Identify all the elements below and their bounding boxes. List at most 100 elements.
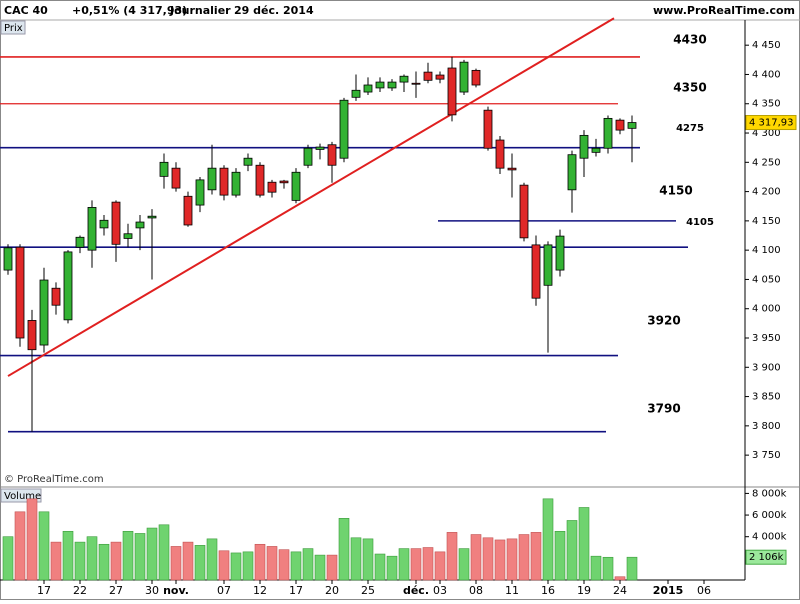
x-tick-label: 19 [577, 584, 591, 597]
candle-body [423, 71, 433, 81]
x-tick-label: 16 [541, 584, 555, 597]
y-tick-label: 4 350 [752, 99, 781, 110]
volume-bar [518, 534, 530, 581]
y-tick-label: 6 000k [752, 510, 787, 521]
candle-body [387, 81, 397, 89]
volume-bar [326, 554, 338, 581]
level-label: 3920 [647, 314, 680, 328]
level-label: 4275 [676, 123, 704, 134]
candle-body [159, 161, 169, 177]
x-tick-label: 03 [433, 584, 447, 597]
candle-body [87, 207, 97, 251]
volume-bar [158, 524, 170, 581]
volume-bar [482, 537, 494, 581]
volume-bar [314, 554, 326, 581]
volume-bar [458, 548, 470, 581]
volume-bar [278, 549, 290, 581]
volume-bar [614, 576, 626, 581]
y-tick-label: 4 400 [752, 69, 781, 80]
x-tick-label: 08 [469, 584, 483, 597]
candle-body [99, 219, 109, 229]
volume-bar [530, 532, 542, 581]
candle-body [507, 167, 517, 171]
volume-bar [470, 534, 482, 581]
x-tick-label: 11 [505, 584, 519, 597]
volume-bar [410, 548, 422, 581]
candle-body [279, 180, 289, 184]
candle-body [75, 236, 85, 248]
volume-bar [446, 532, 458, 581]
x-tick-label: 25 [361, 584, 375, 597]
candle-body [339, 99, 349, 159]
candle-body [351, 89, 361, 98]
candle-body [363, 84, 373, 93]
volume-bar [602, 556, 614, 581]
volume-bar [146, 527, 158, 581]
volume-bar [506, 538, 518, 581]
volume-bar [422, 547, 434, 581]
y-tick-label: 3 800 [752, 421, 781, 432]
x-tick-label: 17 [37, 584, 51, 597]
price-label: Prix [4, 23, 23, 34]
volume-bar [350, 537, 362, 581]
period: Journalier [169, 4, 231, 17]
volume-bar [242, 551, 254, 581]
level-label: 4105 [686, 217, 714, 228]
volume-bar [122, 530, 134, 581]
y-tick-label: 3 900 [752, 362, 781, 373]
volume-bar [362, 538, 374, 581]
level-label: 3790 [647, 402, 680, 416]
volume-bar [86, 536, 98, 581]
y-tick-label: 4 300 [752, 128, 781, 139]
candle-body [411, 82, 421, 85]
candle-body [627, 122, 637, 129]
candle-body [435, 74, 445, 80]
volume-bar [98, 543, 110, 581]
candle-body [327, 144, 337, 166]
y-tick-label: 8 000k [752, 488, 787, 499]
volume-bar [590, 555, 602, 581]
date: 29 déc. 2014 [234, 4, 314, 17]
candle-body [303, 147, 313, 166]
volume-bar [194, 545, 206, 581]
volume-bar [302, 548, 314, 581]
candle-body [267, 181, 277, 193]
candle-body [219, 167, 229, 196]
change: +0,51% (4 317,93) [72, 4, 187, 17]
volume-bar [62, 530, 74, 581]
candle-body [243, 157, 253, 166]
volume-bar [2, 536, 14, 581]
last-price-label: 4 317,93 [749, 118, 794, 129]
candle-body [27, 320, 37, 351]
level-label: 4430 [673, 33, 706, 47]
candle-body [39, 279, 49, 346]
candle-body [135, 221, 145, 229]
candle-body [123, 233, 133, 239]
candle-body [471, 69, 481, 86]
candle-body [231, 171, 241, 196]
candle-body [567, 154, 577, 191]
x-tick-label: 22 [73, 584, 87, 597]
candle-body [447, 67, 457, 116]
candle-body [207, 167, 217, 191]
x-tick-label: 07 [217, 584, 231, 597]
last-volume-box [745, 549, 787, 565]
x-tick-label: 20 [325, 584, 339, 597]
x-tick-label: 2015 [653, 584, 684, 597]
level-label: 4350 [673, 81, 706, 95]
y-tick-label: 3 850 [752, 392, 781, 403]
candle-body [603, 117, 613, 149]
candle-body [15, 246, 25, 339]
volume-bar [182, 541, 194, 581]
volume-bar [38, 511, 50, 581]
x-tick-label: 06 [697, 584, 711, 597]
candle-body [495, 139, 505, 169]
symbol: CAC 40 [4, 4, 48, 17]
x-tick-label: nov. [163, 584, 189, 597]
volume-bar [50, 541, 62, 581]
candle-body [591, 147, 601, 153]
candle-body [183, 195, 193, 226]
volume-bar [386, 555, 398, 581]
candle-body [147, 215, 157, 219]
